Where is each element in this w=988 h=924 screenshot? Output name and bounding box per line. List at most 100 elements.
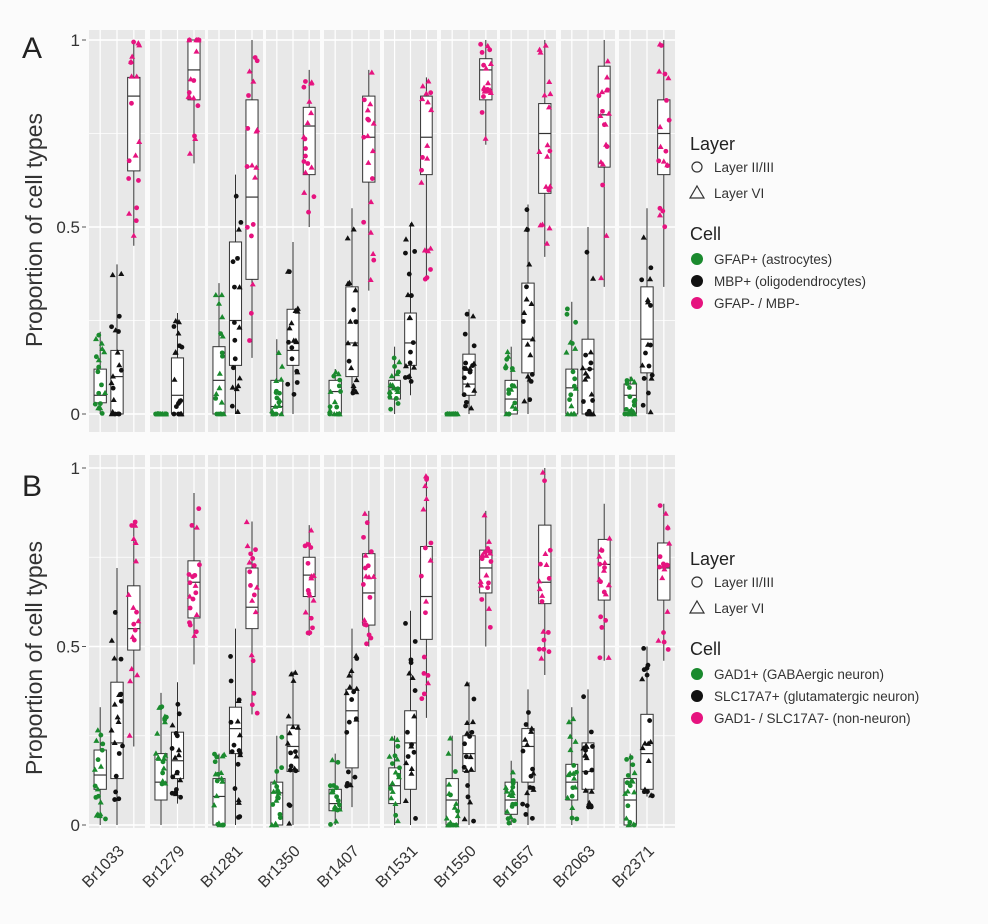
- data-point-triangle: [523, 226, 530, 232]
- data-point-triangle: [598, 274, 605, 281]
- boxplot-green: [502, 346, 519, 417]
- data-point-circle: [485, 546, 491, 551]
- data-point-circle: [118, 367, 124, 373]
- data-point-triangle: [97, 811, 104, 817]
- data-point-triangle: [521, 309, 528, 315]
- box: [581, 742, 595, 790]
- data-point-triangle: [303, 541, 310, 547]
- data-point-triangle: [542, 550, 549, 556]
- data-point-triangle: [427, 557, 434, 563]
- boxplot-magenta: [126, 39, 143, 246]
- data-point-triangle: [645, 740, 652, 746]
- boxplot-green: [211, 751, 228, 828]
- data-point-triangle: [464, 681, 471, 687]
- data-point-circle: [624, 780, 630, 786]
- data-point-circle: [567, 397, 572, 403]
- data-point-circle: [465, 783, 470, 788]
- data-point-circle: [361, 97, 367, 103]
- data-point-triangle: [219, 313, 226, 320]
- data-point-circle: [581, 399, 586, 404]
- data-point-triangle: [363, 573, 370, 579]
- data-point-circle: [569, 815, 575, 821]
- data-point-triangle: [388, 795, 395, 801]
- data-point-circle: [598, 614, 604, 620]
- data-point-circle: [345, 769, 351, 775]
- data-point-circle: [425, 672, 431, 678]
- data-point-circle: [212, 751, 217, 757]
- data-point-triangle: [292, 669, 299, 675]
- data-point-circle: [361, 534, 366, 540]
- data-point-circle: [406, 271, 412, 277]
- x-tick-label: Br1279: [140, 843, 189, 892]
- data-point-circle: [366, 117, 372, 123]
- x-tick-label: Br2063: [550, 843, 599, 892]
- data-point-circle: [232, 356, 238, 362]
- data-point-circle: [334, 785, 339, 791]
- boxplot-magenta: [302, 525, 317, 636]
- facet-br1407: [324, 455, 380, 828]
- data-point-triangle: [109, 373, 116, 379]
- panel-b-yticks: 00.51: [56, 459, 86, 835]
- facet-br1407: [324, 30, 380, 432]
- data-point-triangle: [481, 85, 488, 92]
- data-point-triangle: [444, 411, 451, 417]
- data-point-circle: [564, 306, 570, 312]
- data-point-circle: [219, 350, 225, 356]
- data-point-circle: [571, 763, 577, 768]
- box: [538, 103, 552, 194]
- data-point-triangle: [540, 628, 547, 634]
- data-point-triangle: [601, 559, 608, 565]
- x-tick-label: Br1531: [373, 843, 422, 892]
- data-point-triangle: [126, 210, 133, 216]
- data-point-triangle: [451, 804, 458, 810]
- boxplot-green: [268, 734, 285, 828]
- data-point-triangle: [445, 750, 452, 756]
- data-point-circle: [482, 550, 488, 555]
- data-point-circle: [428, 540, 434, 546]
- data-point-circle: [132, 627, 138, 633]
- data-point-triangle: [335, 371, 342, 377]
- data-point-circle: [118, 691, 124, 697]
- data-point-triangle: [394, 756, 401, 762]
- x-tick-labels: Br1033 Br1279 Br1281 Br1350 Br1407 Br1531 Br15…: [79, 843, 658, 892]
- data-point-triangle: [220, 411, 227, 417]
- data-point-triangle: [639, 362, 646, 368]
- data-point-circle: [212, 759, 218, 765]
- data-point-circle: [327, 404, 333, 410]
- data-point-triangle: [328, 789, 335, 795]
- data-point-triangle: [464, 719, 471, 726]
- data-point-circle: [467, 369, 473, 375]
- data-point-triangle: [293, 338, 300, 345]
- data-point-circle: [530, 785, 536, 791]
- data-point-circle: [408, 660, 414, 666]
- panel-a-facets: [89, 30, 675, 432]
- data-point-circle: [661, 639, 667, 645]
- data-point-circle: [423, 610, 428, 616]
- data-point-triangle: [645, 757, 652, 764]
- data-point-triangle: [471, 387, 478, 393]
- data-point-triangle: [538, 655, 545, 661]
- data-point-triangle: [479, 551, 486, 558]
- data-point-triangle: [175, 330, 182, 336]
- data-point-circle: [236, 748, 242, 753]
- data-point-circle: [169, 746, 175, 751]
- data-point-circle: [246, 93, 251, 98]
- data-point-triangle: [665, 75, 672, 81]
- data-point-circle: [641, 667, 647, 673]
- legend-layer-title: Layer: [690, 134, 735, 154]
- data-point-triangle: [253, 164, 260, 170]
- data-point-circle: [371, 257, 377, 263]
- box: [640, 713, 654, 790]
- data-point-circle: [529, 371, 535, 377]
- data-point-circle: [597, 561, 603, 567]
- data-point-circle: [520, 801, 526, 807]
- data-point-circle: [92, 401, 98, 407]
- data-point-circle: [252, 55, 258, 60]
- data-point-circle: [228, 719, 234, 725]
- data-point-circle: [523, 722, 529, 727]
- data-point-circle: [644, 672, 650, 678]
- data-point-circle: [657, 554, 663, 560]
- data-point-triangle: [252, 608, 259, 615]
- data-point-circle: [251, 690, 257, 696]
- data-point-circle: [293, 768, 299, 774]
